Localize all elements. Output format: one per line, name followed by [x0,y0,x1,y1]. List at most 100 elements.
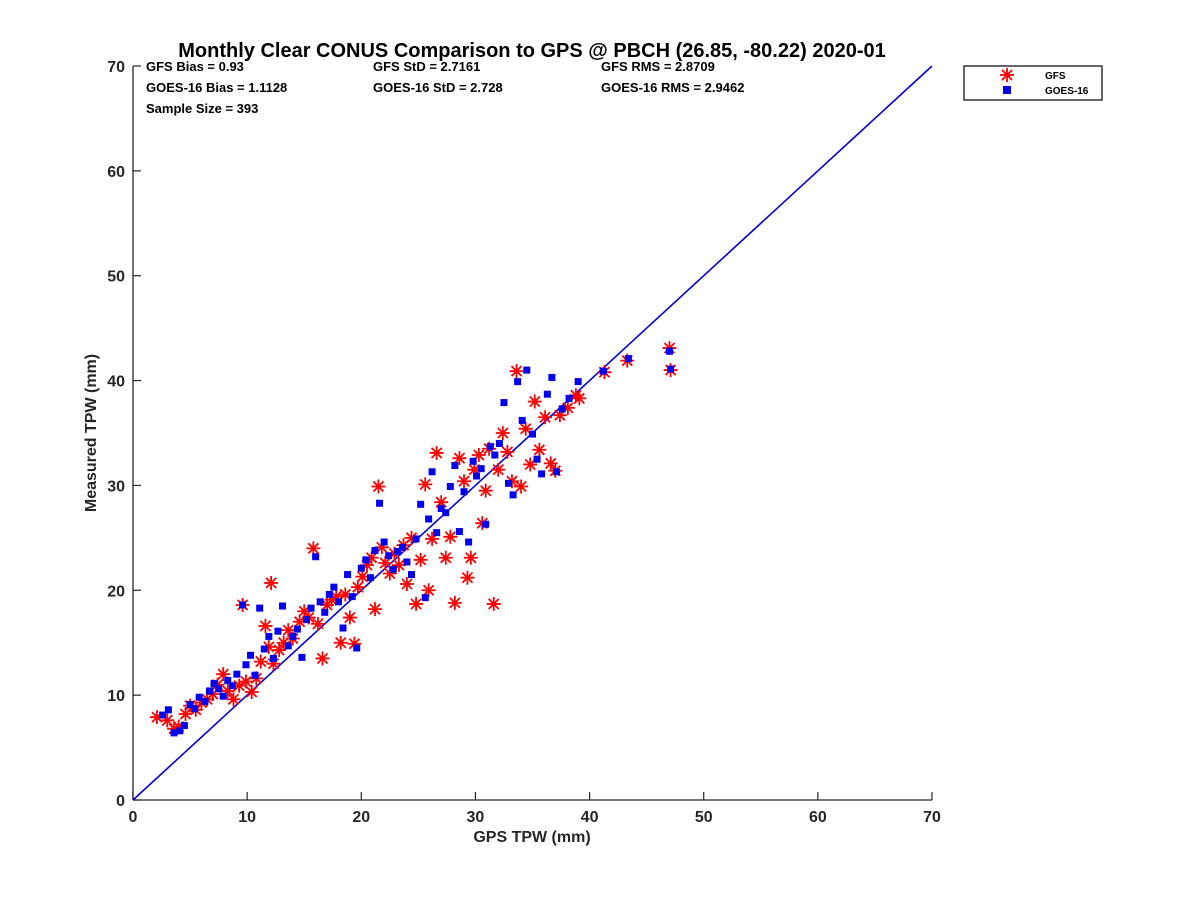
gfs-point [160,713,175,728]
gfs-point [310,616,325,631]
goes-16-point [433,529,441,537]
gfs-point [261,639,276,654]
goes-16-point [195,693,203,701]
goes-16-point [491,451,499,459]
goes-16-point [469,457,477,465]
goes-16-point [599,367,607,375]
goes-16-point [548,373,556,381]
goes-16-point [398,543,406,551]
goes-16-point [205,687,213,695]
goes-16-point [477,465,485,473]
goes-16-point [242,661,250,669]
goes-16-point [307,604,315,612]
goes-16-point [201,697,209,705]
gfs-point [532,442,547,457]
gfs-point [518,421,533,436]
goes-16-point [371,546,379,554]
x-tick-label: 40 [581,809,599,826]
gfs-point [338,587,353,602]
y-tick-label: 10 [107,688,125,705]
gfs-point [572,391,587,406]
gfs-point [253,654,268,669]
gfs-point [329,589,344,604]
gfs-point [391,558,406,573]
goes-16-point [344,571,352,579]
goes-16-point [228,682,236,690]
goes-16-point [565,394,573,402]
goes-16-point [357,564,365,572]
x-tick-label: 50 [695,809,713,826]
gfs-point [491,462,506,477]
goes-16-point [210,680,218,688]
goes-16-point [159,711,167,719]
goes-16-point [509,491,517,499]
goes-16-point [473,472,481,480]
stat-gfs-bias: GFS Bias = 0.93 [146,59,244,74]
legend-box [963,65,1103,101]
x-tick-label: 70 [923,809,941,826]
gfs-point [538,410,553,425]
goes-16-point [667,365,675,373]
goes-16-point [176,727,184,735]
gfs-point [399,576,414,591]
gfs-point [171,719,186,734]
goes-16-point [219,692,227,700]
goes-16-point [312,553,320,561]
goes-16-point [279,602,287,610]
gfs-point [266,656,281,671]
goes-16-point [186,701,194,709]
stat-goes-rms: GOES-16 RMS = 2.9462 [601,80,744,95]
gfs-point [467,462,482,477]
goes-16-point [274,627,282,635]
gfs-point [178,707,193,722]
gfs-point [371,479,386,494]
goes-16-point [403,558,411,566]
goes-16-point [247,651,255,659]
legend-goes-16-label: GOES-16 [1045,86,1089,97]
gfs-point [226,692,241,707]
gfs-point [560,400,575,415]
goes-16-point [362,556,370,564]
goes-16-point [425,515,433,523]
gfs-point [425,531,440,546]
gfs-point [297,604,312,619]
gfs-point [527,394,542,409]
goes-16-point [376,499,384,507]
y-tick-label: 50 [107,269,125,286]
gfs-point [434,495,449,510]
gfs-point [443,529,458,544]
goes-16-point [437,504,445,512]
y-tick-label: 30 [107,478,125,495]
goes-16-point [518,416,526,424]
y-tick-label: 40 [107,374,125,391]
goes-16-point [180,722,188,730]
goes-16-point [533,455,541,463]
goes-16-point [325,590,333,598]
gfs-point [543,456,558,471]
gfs-point [421,583,436,598]
goes-16-point [293,625,301,633]
x-tick-label: 10 [238,809,256,826]
series-goes-16 [159,347,675,737]
goes-16-point [523,366,531,374]
goes-16-point [316,598,324,606]
goes-16-point [164,706,172,714]
gfs-point [552,408,567,423]
gfs-point [463,550,478,565]
legend: GFS GOES-16 [963,65,1103,101]
goes-16-point [302,616,310,624]
goes-16-point [505,479,513,487]
stat-gfs-std: GFS StD = 2.7161 [373,59,480,74]
goes-16-point [442,509,450,517]
gfs-point [478,483,493,498]
goes-16-point [665,347,673,355]
goes-16-point [495,439,503,447]
x-tick-label: 30 [467,809,485,826]
legend-gfs-marker [1000,68,1014,82]
stat-sample-size: Sample Size = 393 [146,101,258,116]
gfs-point [500,444,515,459]
gfs-point [220,683,235,698]
goes-16-point [486,443,494,451]
gfs-point [374,540,389,555]
gfs-point [460,570,475,585]
